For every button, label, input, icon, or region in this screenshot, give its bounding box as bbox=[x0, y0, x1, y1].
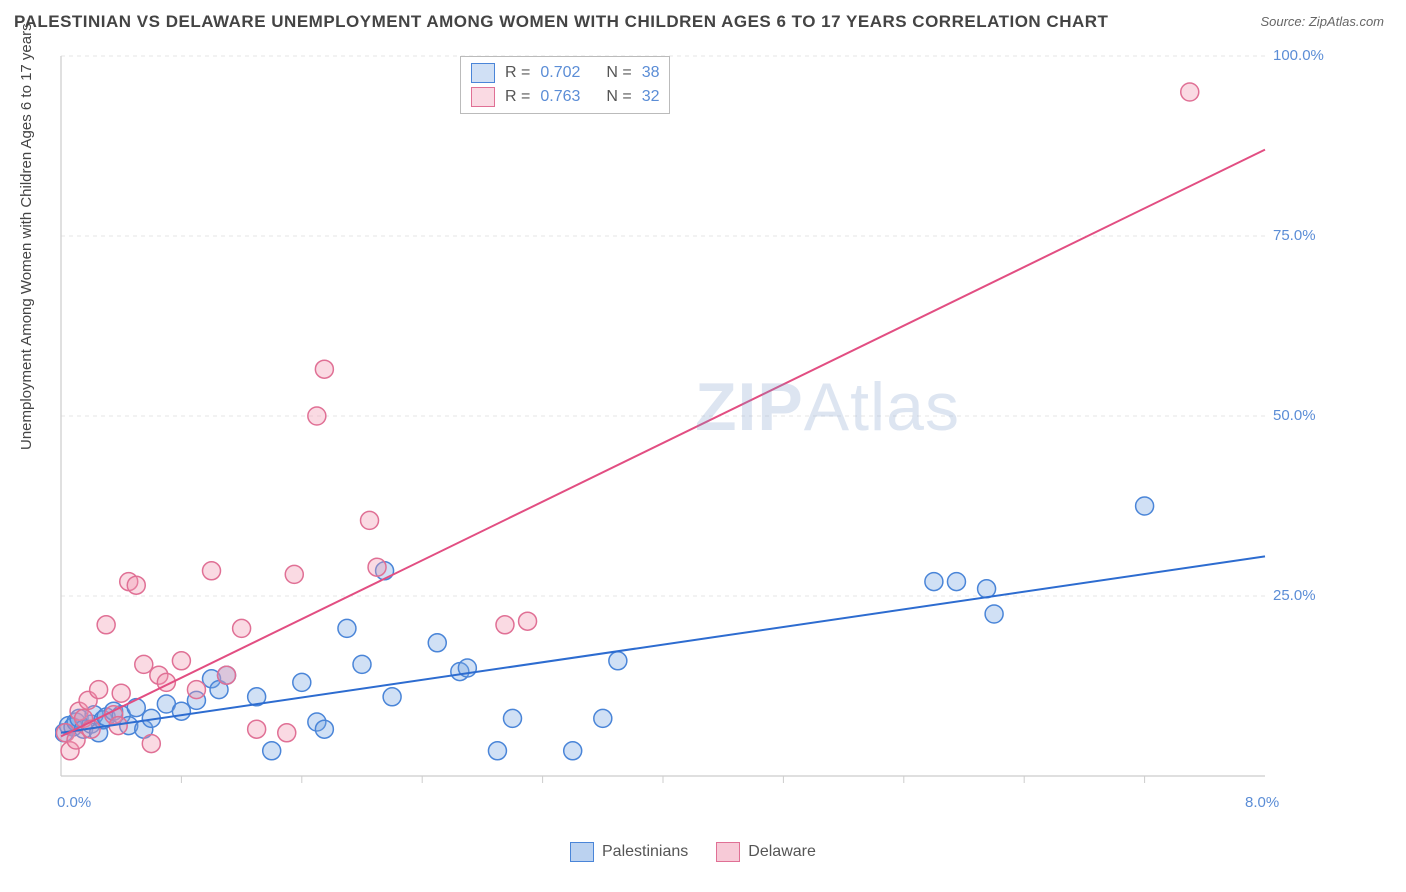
legend-swatch bbox=[570, 842, 594, 862]
correlation-legend: R = 0.702 N = 38 R = 0.763 N = 32 bbox=[460, 56, 670, 114]
y-tick-label: 100.0% bbox=[1273, 47, 1324, 64]
legend-swatch bbox=[716, 842, 740, 862]
x-tick-label: 0.0% bbox=[57, 794, 91, 811]
r-label: R = bbox=[505, 88, 530, 106]
y-axis-label: Unemployment Among Women with Children A… bbox=[18, 23, 35, 450]
r-label: R = bbox=[505, 64, 530, 82]
legend-swatch bbox=[471, 63, 495, 83]
legend-series-label: Palestinians bbox=[602, 843, 688, 861]
legend-series-label: Delaware bbox=[748, 843, 816, 861]
legend-series-item: Palestinians bbox=[570, 842, 688, 862]
scatter-chart-svg bbox=[55, 48, 1335, 818]
y-tick-label: 75.0% bbox=[1273, 227, 1316, 244]
source-attribution: Source: ZipAtlas.com bbox=[1260, 14, 1384, 29]
r-value: 0.763 bbox=[540, 88, 596, 106]
series-legend: Palestinians Delaware bbox=[570, 842, 816, 862]
chart-plot-area: ZIPAtlas bbox=[55, 48, 1335, 818]
legend-series-item: Delaware bbox=[716, 842, 816, 862]
chart-title: PALESTINIAN VS DELAWARE UNEMPLOYMENT AMO… bbox=[14, 12, 1108, 32]
n-label: N = bbox=[606, 88, 631, 106]
x-tick-label: 8.0% bbox=[1245, 794, 1279, 811]
y-tick-label: 25.0% bbox=[1273, 587, 1316, 604]
n-label: N = bbox=[606, 64, 631, 82]
r-value: 0.702 bbox=[540, 64, 596, 82]
legend-swatch bbox=[471, 87, 495, 107]
y-tick-label: 50.0% bbox=[1273, 407, 1316, 424]
legend-stat-row: R = 0.763 N = 32 bbox=[467, 85, 663, 109]
legend-stat-row: R = 0.702 N = 38 bbox=[467, 61, 663, 85]
n-value: 38 bbox=[642, 64, 660, 82]
n-value: 32 bbox=[642, 88, 660, 106]
